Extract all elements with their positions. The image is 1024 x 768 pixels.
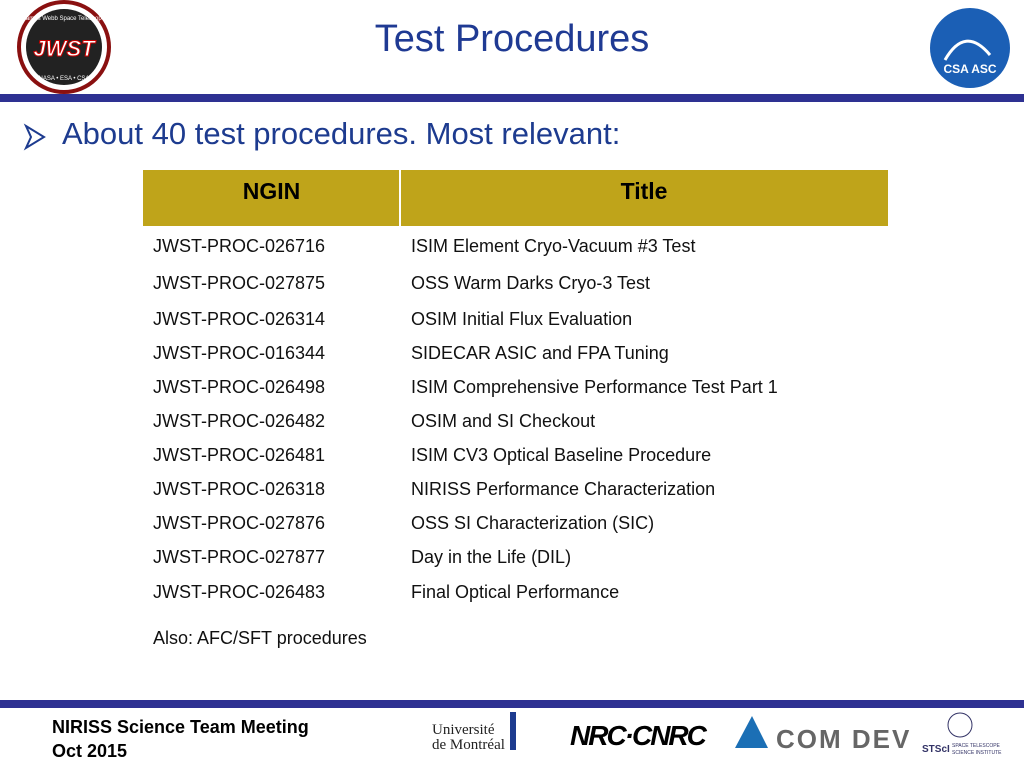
bottom-bar bbox=[0, 700, 1024, 708]
procedure-title: NIRISS Performance Characterization bbox=[411, 479, 716, 499]
jwst-mark: JWST bbox=[33, 36, 96, 61]
ngin: JWST-PROC-026318 bbox=[153, 479, 326, 499]
column-header: NGIN bbox=[242, 178, 301, 204]
ngin: JWST-PROC-026481 bbox=[153, 445, 326, 465]
bullet-arrow bbox=[23, 123, 46, 151]
jwst-name: James Webb Space Telescope bbox=[23, 16, 106, 22]
column-header: Title bbox=[620, 178, 668, 204]
logo-text: SCIENCE INSTITUTE bbox=[952, 750, 1002, 756]
ngin: JWST-PROC-026483 bbox=[153, 582, 326, 602]
ngin: JWST-PROC-027876 bbox=[153, 513, 326, 533]
procedure-title: OSS SI Characterization (SIC) bbox=[411, 513, 655, 533]
procedure-title: ISIM Comprehensive Performance Test Part… bbox=[411, 377, 778, 397]
logo-text: NRC·CNRC bbox=[570, 720, 707, 751]
ngin: JWST-PROC-026716 bbox=[153, 236, 326, 256]
csa-swoosh bbox=[943, 39, 992, 61]
ngin: JWST-PROC-026314 bbox=[153, 309, 326, 329]
procedure-title: OSS Warm Darks Cryo-3 Test bbox=[411, 273, 651, 293]
ngin: JWST-PROC-027877 bbox=[153, 547, 326, 567]
ngin: JWST-PROC-027875 bbox=[153, 273, 326, 293]
procedure-title: SIDECAR ASIC and FPA Tuning bbox=[411, 343, 669, 363]
procedure-title: OSIM Initial Flux Evaluation bbox=[411, 309, 633, 329]
jwst-partners: NASA • ESA • CSA bbox=[39, 76, 90, 82]
procedure-title: OSIM and SI Checkout bbox=[411, 411, 596, 431]
note: Also: AFC/SFT procedures bbox=[153, 628, 367, 648]
procedure-title: Day in the Life (DIL) bbox=[411, 547, 572, 567]
footer-line: Oct 2015 bbox=[52, 741, 128, 761]
logo-text: SPACE TELESCOPE bbox=[952, 743, 1000, 749]
ngin: JWST-PROC-016344 bbox=[153, 343, 326, 363]
comdev-icon bbox=[735, 716, 768, 748]
procedure-title: ISIM CV3 Optical Baseline Procedure bbox=[411, 445, 712, 465]
ngin: JWST-PROC-026482 bbox=[153, 411, 326, 431]
jwst-logo-inner bbox=[26, 9, 102, 85]
ngin: JWST-PROC-026498 bbox=[153, 377, 326, 397]
udem-icon bbox=[510, 712, 516, 750]
bullet: About 40 test procedures. Most relevant: bbox=[62, 116, 621, 151]
logo-text: COM DEV bbox=[776, 724, 912, 754]
stsci-icon bbox=[947, 712, 973, 738]
top-bar bbox=[0, 94, 1024, 102]
logo-text: STScI bbox=[922, 744, 950, 755]
procedure-title: Final Optical Performance bbox=[411, 582, 620, 602]
title: Test Procedures bbox=[374, 18, 650, 60]
logo-text: Université bbox=[432, 722, 495, 738]
procedure-title: ISIM Element Cryo-Vacuum #3 Test bbox=[411, 236, 696, 256]
table-header-bg bbox=[143, 170, 888, 226]
csa-logo bbox=[930, 8, 1010, 88]
logo-text: de Montréal bbox=[432, 737, 505, 753]
footer-line: NIRISS Science Team Meeting bbox=[52, 717, 309, 737]
csa-text: CSA ASC bbox=[943, 62, 996, 76]
